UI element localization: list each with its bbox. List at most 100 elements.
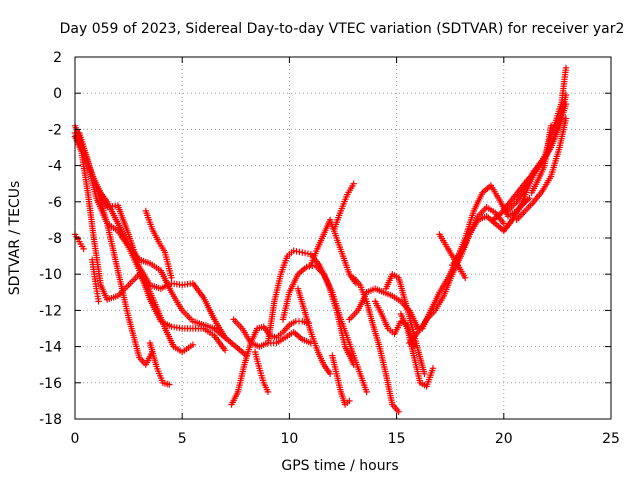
x-tick-label: 10	[280, 431, 298, 447]
data-marker	[176, 324, 183, 332]
data-marker	[403, 323, 410, 330]
data-marker	[277, 273, 284, 280]
data-marker	[230, 341, 238, 349]
data-marker	[92, 192, 100, 200]
data-marker	[393, 406, 401, 414]
data-marker	[429, 367, 436, 374]
y-tick-label: -4	[48, 159, 62, 175]
data-marker	[135, 261, 142, 268]
data-marker	[92, 283, 100, 290]
data-marker	[209, 324, 216, 331]
data-marker	[375, 341, 382, 348]
data-marker	[393, 273, 400, 280]
data-marker	[233, 390, 241, 398]
data-marker	[88, 169, 95, 176]
data-marker	[382, 368, 389, 375]
axes: 20-2-4-6-8-10-12-14-16-180 5 10 15 20 25	[39, 50, 620, 447]
x-axis-label: GPS time / hours	[281, 458, 398, 474]
data-marker	[285, 291, 293, 298]
data-marker	[489, 208, 497, 215]
series-track-16	[307, 216, 360, 287]
data-marker	[421, 382, 428, 389]
data-marker	[255, 362, 262, 370]
data-marker	[240, 363, 247, 371]
data-marker	[413, 323, 421, 330]
data-marker	[146, 294, 153, 301]
y-tick-label: -18	[39, 412, 62, 428]
data-marker	[124, 229, 131, 236]
data-marker	[414, 344, 421, 352]
data-marker	[237, 323, 244, 330]
data-marker	[296, 248, 303, 256]
data-marker	[284, 323, 291, 330]
data-marker	[378, 288, 385, 295]
y-tick-label: 2	[53, 50, 62, 66]
data-marker	[514, 189, 521, 196]
data-marker	[187, 316, 195, 323]
data-marker	[318, 269, 326, 276]
data-marker	[304, 250, 312, 257]
data-marker	[155, 265, 162, 273]
data-marker	[160, 247, 167, 254]
data-marker	[300, 305, 307, 312]
x-tick-label: 20	[495, 431, 513, 447]
data-marker	[465, 233, 472, 240]
data-marker	[499, 218, 506, 225]
data-marker	[270, 300, 278, 307]
data-marker	[270, 339, 277, 347]
data-marker	[305, 338, 312, 346]
series-track-31	[513, 115, 570, 224]
x-tick-label: 15	[388, 431, 406, 447]
series-track-20	[350, 274, 402, 415]
y-tick-label: -2	[48, 122, 62, 138]
data-marker	[356, 368, 363, 375]
data-marker	[388, 399, 396, 406]
data-marker	[152, 361, 160, 368]
data-marker	[319, 359, 326, 366]
data-marker	[460, 272, 468, 279]
data-marker	[113, 218, 121, 225]
data-marker	[187, 325, 194, 332]
data-marker	[167, 287, 174, 294]
y-tick-label: -14	[39, 340, 62, 356]
data-marker	[435, 291, 442, 298]
data-marker	[148, 223, 155, 230]
data-marker	[325, 368, 332, 376]
data-marker	[103, 218, 110, 225]
data-marker	[271, 333, 278, 341]
data-marker	[407, 319, 415, 326]
data-marker	[332, 368, 340, 375]
data-marker	[177, 305, 185, 312]
data-marker	[95, 295, 102, 302]
data-marker	[290, 319, 297, 326]
data-marker	[395, 296, 402, 304]
data-marker	[562, 103, 569, 110]
data-marker	[562, 94, 569, 101]
data-marker	[511, 200, 519, 207]
data-marker	[293, 273, 301, 280]
data-marker	[263, 386, 271, 393]
data-marker	[313, 248, 320, 255]
data-marker	[439, 294, 446, 302]
series-track-9	[142, 207, 175, 281]
data-marker	[84, 187, 91, 194]
plot-frame	[74, 56, 612, 420]
data-marker	[547, 124, 554, 132]
data-marker	[516, 204, 523, 211]
data-marker	[297, 334, 304, 342]
data-marker	[503, 211, 511, 218]
data-marker	[124, 240, 131, 247]
data-marker	[495, 194, 502, 202]
series-track-11	[230, 316, 314, 350]
data-marker	[349, 350, 357, 357]
data-marker	[164, 380, 171, 388]
data-marker	[387, 291, 394, 299]
data-marker	[124, 312, 132, 319]
y-tick-label: -6	[48, 195, 62, 211]
data-marker	[220, 345, 227, 352]
data-marker	[537, 189, 545, 196]
data-marker	[332, 232, 339, 239]
data-marker	[307, 326, 314, 334]
data-marker	[362, 295, 369, 303]
data-marker	[426, 309, 434, 316]
